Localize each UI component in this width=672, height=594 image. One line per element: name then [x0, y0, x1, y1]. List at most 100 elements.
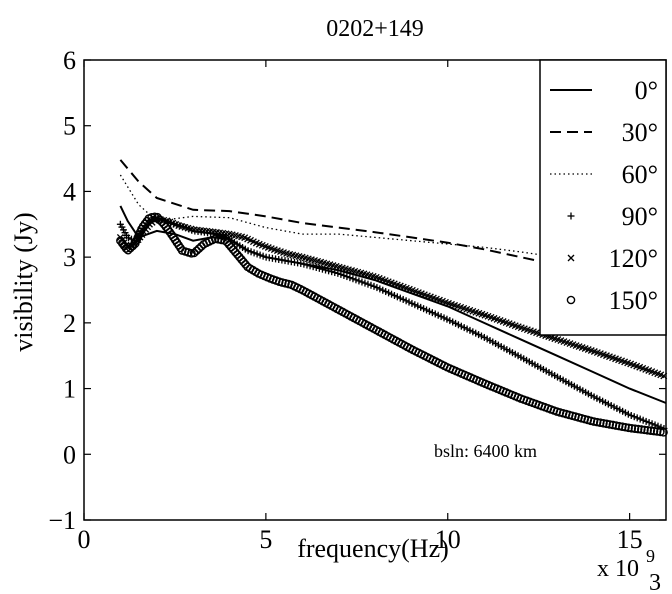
- series-marker: [599, 418, 608, 428]
- series-marker: [210, 234, 220, 244]
- series-marker: [633, 424, 643, 434]
- legend-label: 90°: [622, 202, 658, 231]
- legend-label: 60°: [622, 160, 658, 189]
- series-marker: [303, 261, 311, 269]
- series-marker: [630, 424, 640, 433]
- legend-entry: 0°: [550, 76, 658, 105]
- series-marker: [340, 271, 348, 279]
- y-tick-label: 6: [63, 46, 76, 75]
- y-axis-label: visibility (Jy): [9, 212, 38, 351]
- legend-swatch: [566, 295, 576, 305]
- series-layer: [116, 159, 668, 437]
- series-marker: [318, 265, 326, 273]
- series-marker: [611, 421, 621, 430]
- series-marker: [123, 245, 133, 255]
- series-marker: [614, 421, 624, 431]
- legend-label: 150°: [609, 286, 658, 315]
- baseline-annotation: bsln: 6400 km: [434, 441, 537, 461]
- series-marker: [334, 269, 342, 277]
- series-marker: [126, 243, 135, 253]
- legend-entry: 60°: [550, 160, 658, 189]
- legend-label: 0°: [635, 76, 658, 105]
- series-marker: [602, 419, 611, 429]
- legend-items: 0° 30° 60° 90° 120° 150°: [550, 76, 658, 315]
- series-marker: [595, 418, 605, 428]
- series-marker: [646, 426, 656, 435]
- series-marker: [147, 213, 156, 222]
- x-multiplier: x 10 9: [597, 546, 655, 582]
- series-marker: [358, 278, 366, 286]
- legend-entry: 30°: [550, 118, 658, 147]
- series-marker: [331, 269, 339, 277]
- legend-swatch: [567, 254, 575, 262]
- series-marker: [624, 423, 633, 433]
- series-marker: [605, 420, 615, 429]
- y-tick-label: 4: [63, 177, 76, 206]
- series-marker: [361, 279, 369, 287]
- legend-entry: 90°: [567, 202, 658, 231]
- series-line: [119, 159, 667, 290]
- x-axis-label: frequency(Hz): [297, 534, 449, 563]
- series-marker: [192, 246, 201, 256]
- series-marker: [256, 251, 264, 259]
- series-marker: [155, 215, 164, 224]
- y-tick-label: 2: [63, 309, 76, 338]
- legend-label: 30°: [622, 118, 658, 147]
- legend-entry: 120°: [567, 244, 658, 273]
- x-ticks: 0 5 10 15: [78, 60, 643, 554]
- chart-title: 0202+149: [326, 16, 424, 42]
- series-line: [119, 174, 667, 271]
- page-number: 3: [649, 570, 661, 594]
- series-marker: [643, 425, 652, 435]
- legend-label: 120°: [609, 244, 658, 273]
- x-tick-label: 10: [435, 525, 461, 554]
- series-marker: [247, 248, 255, 256]
- legend-box: [539, 59, 667, 336]
- series-marker: [337, 270, 345, 278]
- series-marker: [627, 423, 637, 433]
- series-marker: [328, 268, 336, 276]
- series-marker: [315, 264, 323, 272]
- series-marker: [189, 248, 199, 258]
- series-marker: [589, 417, 599, 426]
- series-marker: [343, 273, 351, 281]
- series-marker: [259, 252, 267, 260]
- series-2: [119, 174, 667, 271]
- series-marker: [250, 249, 258, 257]
- series-marker: [346, 274, 354, 282]
- y-ticks: −1 0 1 2 3 4 5 6: [48, 46, 666, 535]
- series-marker: [325, 267, 333, 275]
- series-marker: [241, 260, 250, 269]
- y-tick-label: −1: [48, 506, 76, 535]
- series-marker: [592, 417, 602, 427]
- series-marker: [217, 235, 226, 245]
- series-marker: [608, 420, 618, 430]
- series-marker: [253, 250, 261, 258]
- series-marker: [618, 422, 627, 431]
- x-multiplier-exponent: 9: [646, 546, 655, 566]
- series-marker: [312, 264, 320, 272]
- series-marker: [352, 276, 360, 284]
- series-marker: [244, 247, 252, 255]
- series-marker: [214, 235, 223, 244]
- series-marker: [153, 212, 162, 222]
- x-multiplier-label: x 10: [597, 556, 639, 582]
- series-marker: [300, 260, 308, 268]
- series-marker: [309, 263, 317, 271]
- series-marker: [297, 259, 305, 267]
- series-marker: [649, 426, 659, 436]
- y-tick-label: 1: [63, 375, 76, 404]
- series-marker: [349, 275, 357, 283]
- legend-swatch: [567, 212, 575, 220]
- series-marker: [656, 427, 665, 437]
- legend: 0° 30° 60° 90° 120° 150°: [539, 59, 667, 336]
- series-marker: [306, 262, 314, 270]
- series-marker: [355, 277, 363, 285]
- series-1: [119, 159, 667, 290]
- series-5: [116, 212, 668, 437]
- series-marker: [364, 280, 372, 288]
- series-marker: [194, 244, 204, 253]
- y-tick-label: 5: [63, 112, 76, 141]
- series-marker: [367, 281, 375, 289]
